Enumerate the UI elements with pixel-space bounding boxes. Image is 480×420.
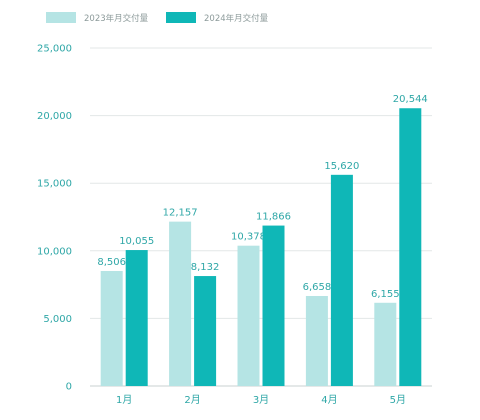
y-tick-label: 25,000 [37,44,72,55]
bar-2023 [169,221,192,386]
bar-2024 [330,174,353,386]
legend-swatch [46,12,76,23]
bar-2023 [374,302,397,386]
data-label: 6,658 [303,282,332,293]
legend-swatch [166,12,196,23]
data-label: 10,055 [119,236,154,247]
x-tick-label: 3月 [253,394,269,406]
bar-2023 [237,245,260,386]
bar-2024 [125,250,148,386]
data-label: 6,155 [371,289,400,300]
data-label: 15,620 [324,161,359,172]
x-tick-label: 1月 [116,394,132,406]
x-tick-label: 4月 [321,394,337,406]
bar-2024 [262,225,285,386]
y-tick-label: 10,000 [37,246,72,257]
data-label: 11,866 [256,212,291,223]
y-tick-label: 15,000 [37,179,72,190]
bar-2023 [100,270,123,386]
x-tick-label: 5月 [390,394,406,406]
data-label: 8,132 [191,262,220,273]
legend-label: 2024年月交付量 [204,13,269,24]
data-label: 8,506 [97,257,126,268]
bar-2024 [194,276,217,386]
data-label: 10,378 [231,232,266,243]
y-tick-label: 20,000 [37,111,72,122]
legend-label: 2023年月交付量 [84,13,149,24]
y-tick-label: 0 [66,382,72,393]
x-tick-label: 2月 [184,394,200,406]
bar-2024 [399,108,422,386]
data-label: 20,544 [393,94,428,105]
data-label: 12,157 [163,208,198,219]
bar-2023 [305,295,328,386]
y-tick-label: 5,000 [43,314,72,325]
